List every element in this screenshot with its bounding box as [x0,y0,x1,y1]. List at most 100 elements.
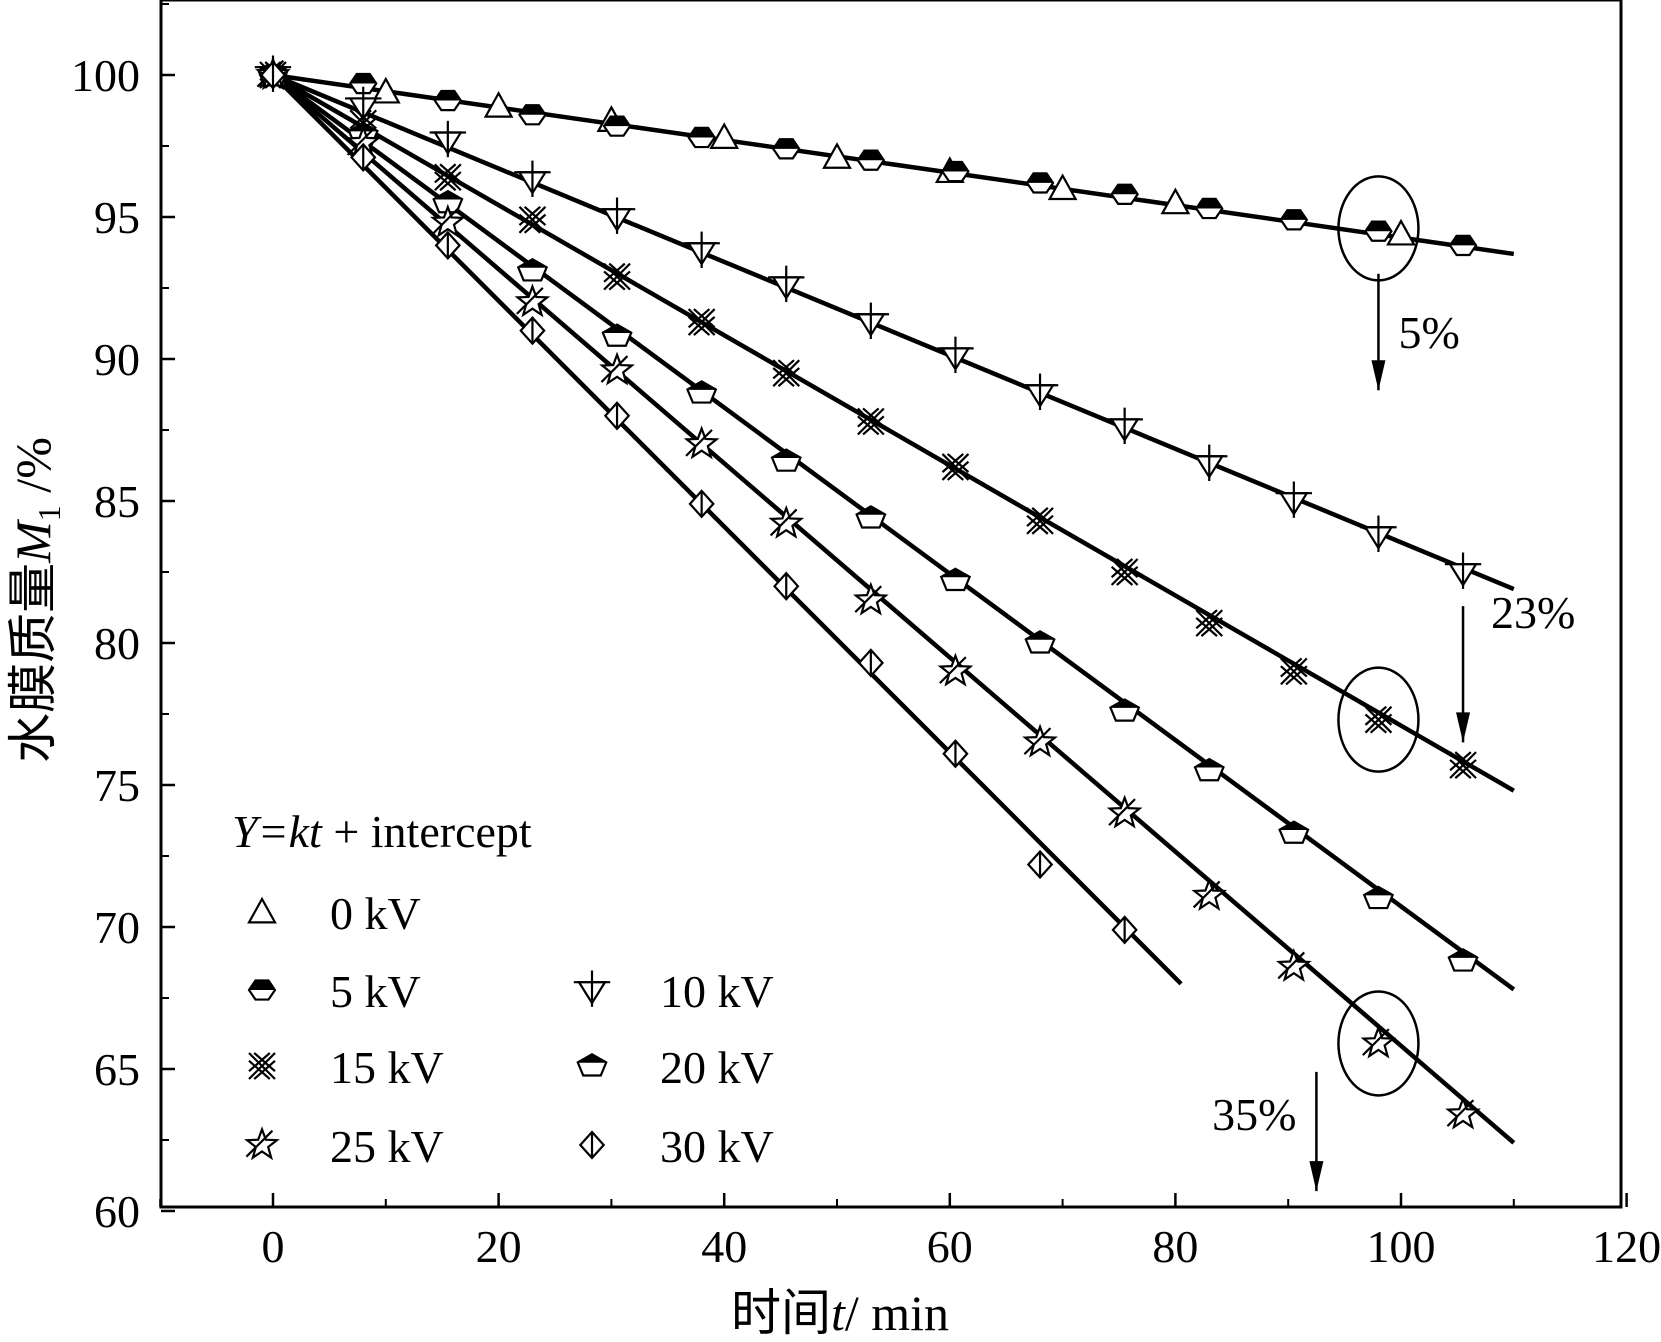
y-tick-label: 100 [71,50,140,101]
point-25kv-10 [1106,794,1143,829]
point-5kv-14 [1448,234,1478,257]
point-5kv-12 [1279,209,1309,231]
x-axis-ticks: 0 20 40 60 80 100 120 [159,1193,1661,1272]
legend-entry-10kv: 10 kV [573,966,774,1017]
y-tick-label: 85 [94,476,140,527]
point-15kv-3 [518,206,547,234]
fit-line-15kv [271,73,1515,793]
point-25kv-2 [429,203,466,238]
y-tick-label: 75 [94,760,140,811]
highlight-circle [1337,666,1420,773]
point-0kv-7 [1047,173,1078,201]
legend-label: 5 kV [330,966,421,1017]
fit-line-30kv [271,73,1183,986]
point-10kv-7 [852,302,890,339]
point-0kv-4 [709,122,740,149]
point-20kv-10 [1109,698,1141,722]
point-5kv-9 [1025,172,1055,194]
point-10kv-11 [1191,444,1228,481]
x-tick-label: 60 [927,1221,973,1272]
annotation-label: 35% [1212,1089,1296,1140]
point-10kv-14 [1444,552,1482,589]
y-tick-label: 80 [94,618,140,669]
point-20kv-7 [855,505,887,529]
point-15kv-13 [1364,705,1393,734]
point-0kv-2 [483,90,514,118]
point-25kv-3 [514,283,551,318]
point-15kv-2 [434,163,462,192]
point-20kv-12 [1278,820,1310,844]
point-30kv-2 [434,230,462,261]
data-markers [254,55,1482,1130]
point-10kv-2 [429,120,467,158]
point-30kv-5 [688,489,715,519]
annotation-2: 35% [1212,990,1420,1192]
point-10kv-13 [1360,515,1397,552]
legend-entry-0kv: 0 kV [247,888,421,939]
point-10kv-6 [768,265,805,303]
point-20kv-4 [601,323,633,347]
x-tick-label: 20 [476,1221,522,1272]
highlight-circle [1337,990,1420,1097]
annotations: 5% 23% 35% [1212,175,1575,1192]
point-30kv-0 [259,60,287,90]
legend-label: 15 kV [330,1042,444,1093]
legend: 0 kV 5 kV 10 kV 15 kV 20 kV 25 kV 30 kV [244,888,774,1172]
y-axis-ticks: 60 65 70 75 80 85 90 95 100 [71,3,175,1237]
point-20kv-14 [1447,948,1479,972]
point-5kv-3 [518,104,547,126]
annotation-1: 23% [1337,587,1575,773]
point-15kv-4 [603,262,631,291]
y-tick-label: 70 [94,902,140,953]
point-0kv-5 [822,142,852,169]
y-tick-label: 60 [94,1186,140,1237]
point-30kv-6 [773,571,800,601]
point-15kv-12 [1280,657,1308,686]
point-25kv-14 [1445,1095,1481,1130]
legend-label: 25 kV [330,1121,444,1172]
fit-lines [271,72,1516,1145]
point-20kv-6 [770,448,802,472]
point-20kv-8 [939,567,972,592]
point-5kv-13 [1364,220,1393,242]
fit-line-5kv [272,72,1515,257]
plot-frame [159,0,1623,1209]
legend-entry-25kv: 25 kV [244,1121,444,1172]
point-10kv-3 [514,160,551,197]
point-25kv-4 [599,351,635,386]
point-30kv-9 [1026,849,1054,880]
point-5kv-5 [687,126,716,149]
point-30kv-7 [857,648,885,678]
point-5kv-1 [348,72,378,95]
legend-entry-20kv: 20 kV [576,1042,774,1093]
point-20kv-11 [1193,757,1225,782]
point-10kv-10 [1106,407,1143,445]
point-0kv-1 [370,76,401,104]
point-5kv-6 [771,138,801,160]
point-30kv-3 [519,315,546,346]
y-tick-label: 65 [94,1044,140,1095]
x-tick-label: 80 [1152,1221,1198,1272]
y-axis-title: 水膜质量M1 /% [5,437,67,763]
point-5kv-10 [1110,183,1139,205]
point-5kv-2 [433,89,463,112]
y-tick-label: 95 [94,192,140,243]
point-30kv-4 [603,401,631,431]
point-25kv-5 [683,425,720,460]
point-15kv-7 [857,407,885,436]
point-25kv-12 [1275,947,1312,982]
legend-label: 20 kV [660,1042,774,1093]
point-5kv-4 [602,115,632,137]
point-0kv-9 [1386,218,1416,246]
y-tick-label: 90 [94,334,140,385]
point-15kv-8 [941,453,970,481]
point-10kv-4 [598,197,636,234]
point-0kv-8 [1160,187,1191,215]
point-25kv-11 [1191,876,1228,911]
point-10kv-9 [1021,373,1059,410]
legend-label: 0 kV [330,888,421,939]
fit-line-10kv [272,72,1515,592]
point-25kv-7 [852,581,889,616]
point-10kv-5 [683,231,720,268]
